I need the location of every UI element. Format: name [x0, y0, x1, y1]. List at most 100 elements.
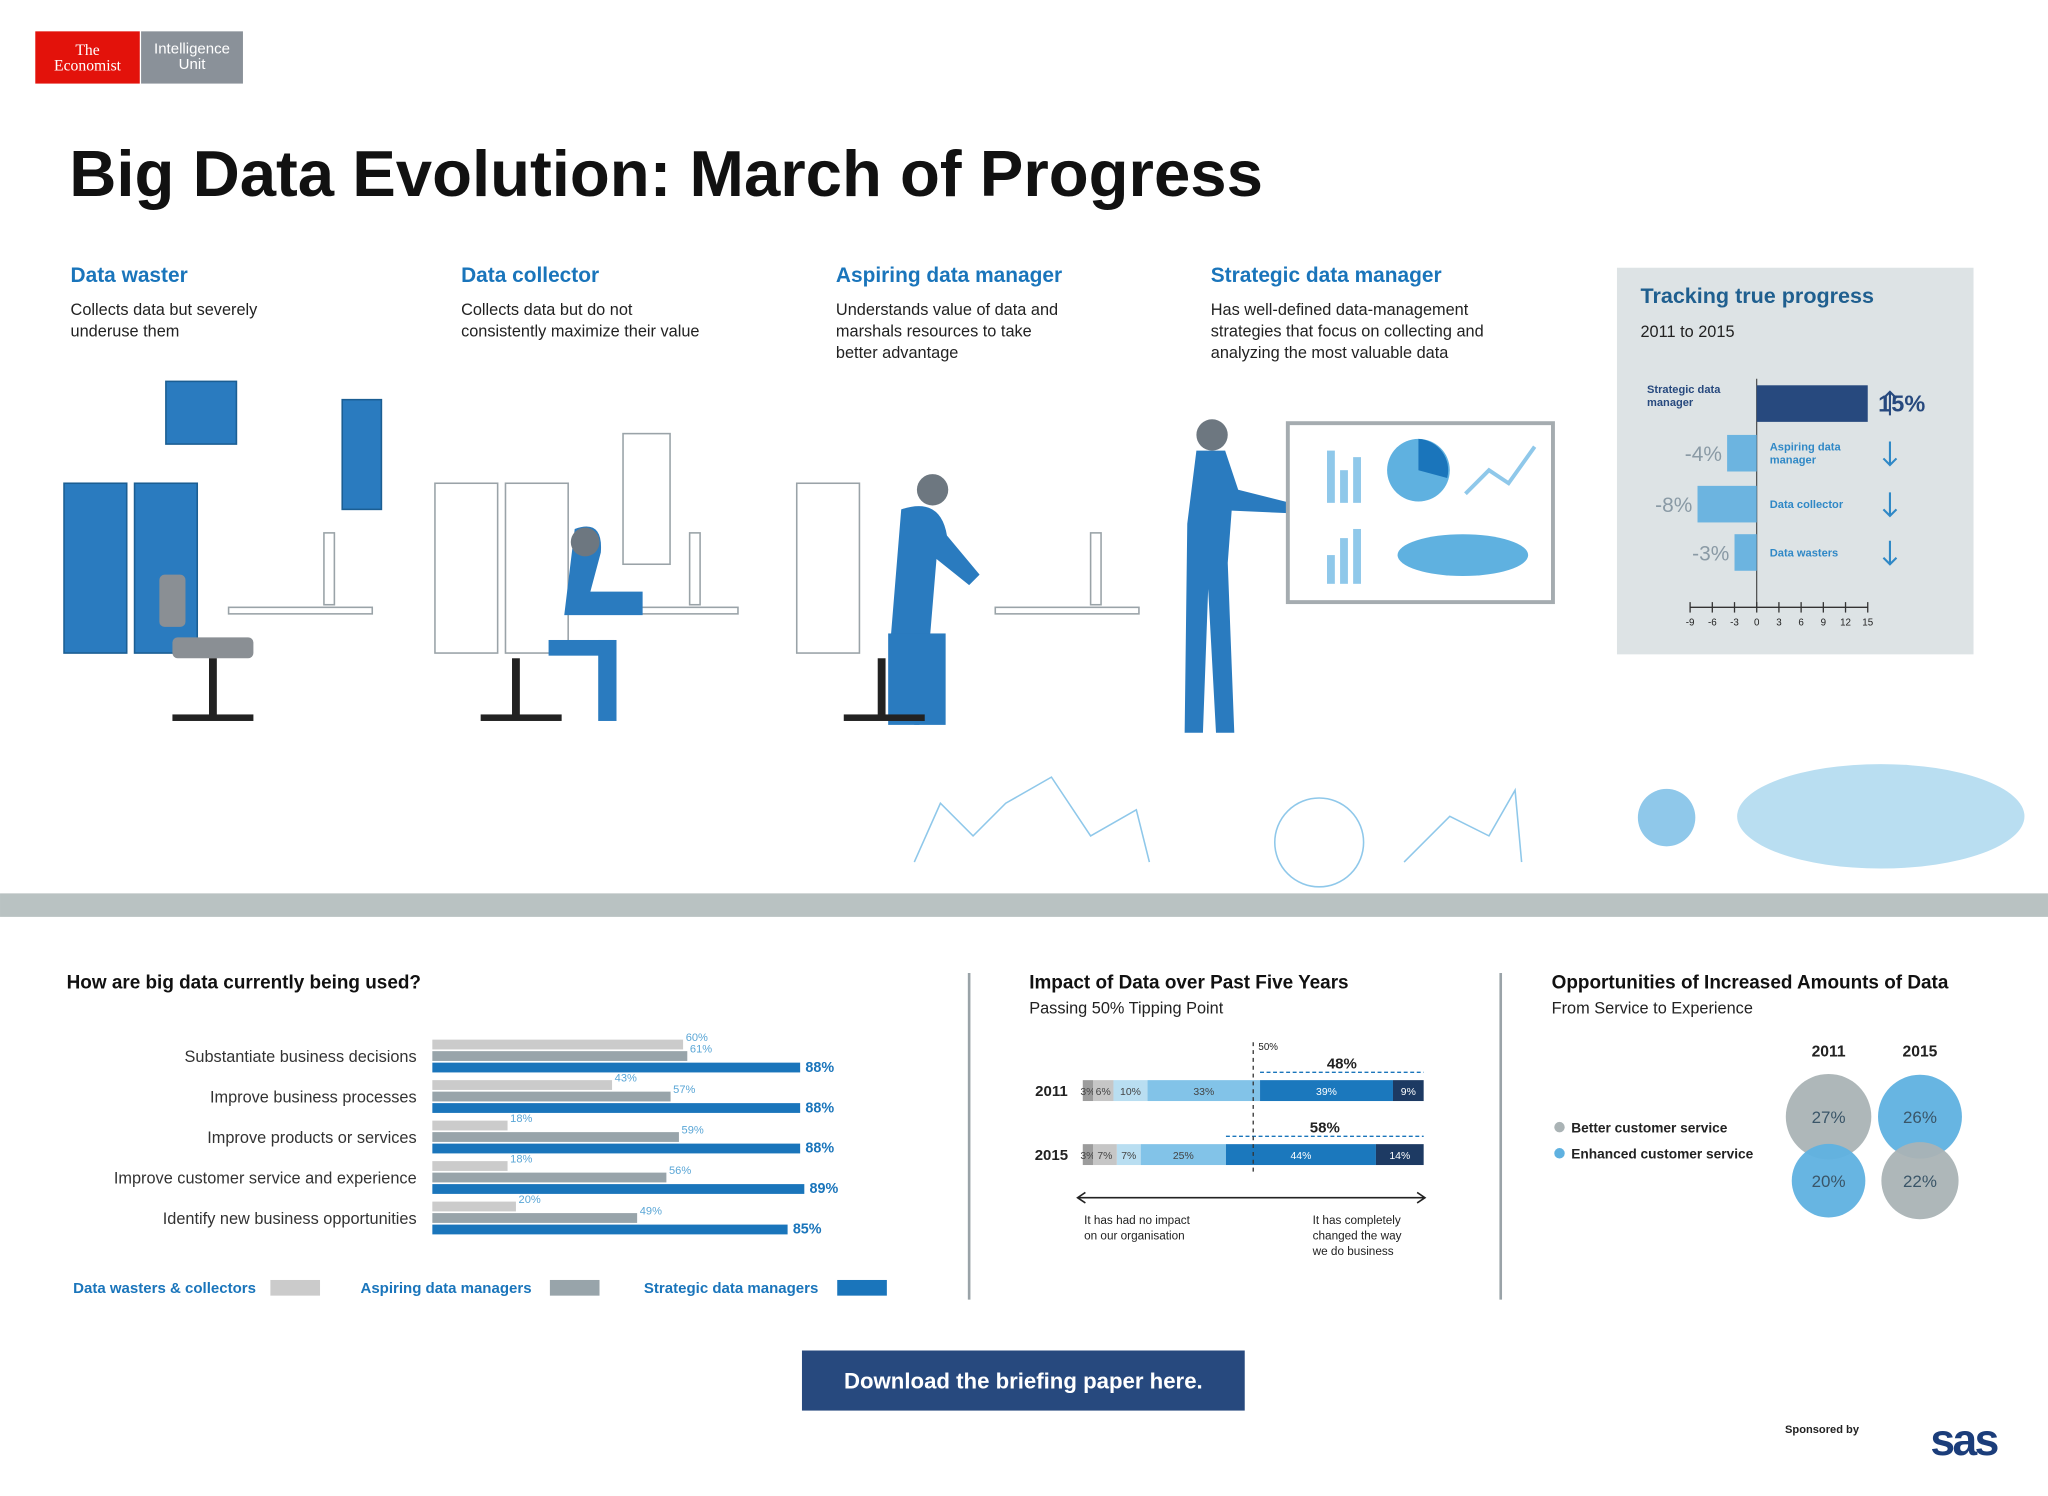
value-label: -3% — [1692, 542, 1729, 565]
bar — [432, 1080, 613, 1090]
axis-arrow — [1076, 1191, 1427, 1204]
bar — [432, 1062, 801, 1073]
bar-category: manager — [1770, 455, 1817, 467]
x-tick-label: -6 — [1708, 618, 1717, 629]
segment-label: 10% — [1120, 1087, 1141, 1098]
bar — [1697, 485, 1757, 523]
category-label: Improve customer service and experience — [114, 1169, 417, 1187]
segment-label: 7% — [1121, 1151, 1136, 1162]
tracking-panel — [1616, 267, 1974, 655]
bubble-label: 27% — [1812, 1108, 1846, 1127]
value-label: 18% — [510, 1113, 532, 1125]
segment-label: 39% — [1316, 1087, 1337, 1098]
legend-dot — [1554, 1148, 1565, 1159]
bar-segment — [1392, 1080, 1424, 1102]
bar-category: Strategic data — [1647, 384, 1721, 396]
x-tick-label: 6 — [1798, 618, 1804, 629]
stage-desc: Has well-defined data-management — [1211, 301, 1469, 319]
bubble — [1785, 1073, 1872, 1160]
trend-arrow — [1882, 492, 1898, 518]
sponsor-label: Sponsored by — [1785, 1424, 1860, 1436]
legend-dot — [1554, 1121, 1565, 1133]
value-label: 56% — [669, 1165, 691, 1177]
bar-segment — [1093, 1144, 1117, 1166]
bar-segment — [1140, 1144, 1226, 1166]
bar — [432, 1184, 805, 1194]
value-label: 60% — [686, 1032, 708, 1044]
bubble — [1878, 1074, 1962, 1159]
x-tick-label: -3 — [1730, 618, 1739, 629]
bar-segment — [1375, 1144, 1424, 1166]
bar — [432, 1039, 684, 1050]
value-label: 20% — [519, 1194, 541, 1206]
stage-desc: Collects data but do not — [461, 301, 633, 319]
chart-subtitle: From Service to Experience — [1552, 1000, 1753, 1018]
chart-subtitle: Passing 50% Tipping Point — [1029, 1000, 1224, 1018]
value-label: -4% — [1685, 443, 1722, 466]
stage-desc: marshals resources to take — [836, 322, 1032, 340]
chart-title: How are big data currently being used? — [67, 973, 421, 994]
logo-brand: The — [75, 42, 99, 59]
segment-label: 7% — [1097, 1151, 1112, 1162]
legend-swatch — [549, 1279, 600, 1296]
bar — [432, 1103, 801, 1113]
bar-segment — [1082, 1080, 1094, 1102]
segment-label: 33% — [1193, 1087, 1214, 1098]
bar — [432, 1201, 516, 1212]
reference-label: 50% — [1258, 1042, 1278, 1053]
stage-name: Data waster — [71, 264, 188, 287]
total-label: 48% — [1327, 1055, 1357, 1072]
bar — [432, 1051, 688, 1061]
chart-title: Tracking true progress — [1640, 283, 1874, 308]
category-label: Improve products or services — [207, 1129, 416, 1147]
stage-desc: analyzing the most valuable data — [1211, 344, 1450, 362]
legend-label: Data wasters & collectors — [73, 1280, 256, 1297]
segment-label: 3% — [1080, 1151, 1095, 1162]
chart-title: Impact of Data over Past Five Years — [1029, 973, 1348, 994]
value-label: 18% — [510, 1153, 532, 1165]
bar — [432, 1132, 679, 1142]
axis-note: It has had no impact — [1084, 1214, 1191, 1227]
x-tick-label: 3 — [1776, 618, 1782, 629]
bar-segment — [1225, 1144, 1376, 1166]
segment-label: 6% — [1096, 1087, 1111, 1098]
x-tick-label: 12 — [1840, 618, 1851, 629]
bar-category: Aspiring data — [1770, 442, 1842, 454]
bar-segment — [1116, 1144, 1141, 1166]
category-label: 2011 — [1035, 1083, 1068, 1100]
bar — [432, 1091, 671, 1102]
bar-segment — [1082, 1144, 1094, 1166]
value-label: 88% — [805, 1100, 834, 1116]
axis-note: on our organisation — [1084, 1229, 1185, 1242]
stage-name: Data collector — [461, 264, 599, 287]
download-button[interactable] — [801, 1350, 1245, 1411]
x-tick-label: 15 — [1862, 618, 1873, 629]
band — [0, 893, 2048, 917]
stage-desc: strategies that focus on collecting and — [1211, 322, 1484, 340]
value-label: 88% — [805, 1141, 834, 1157]
value-label: 15% — [1878, 390, 1925, 416]
bar — [432, 1120, 508, 1131]
bubble — [1791, 1143, 1866, 1218]
value-label: 61% — [690, 1043, 712, 1055]
axis-note: changed the way — [1313, 1229, 1402, 1242]
button-label: Download the briefing paper here. — [844, 1368, 1203, 1393]
stage-desc: Collects data but severely — [71, 301, 259, 319]
trend-arrow — [1882, 390, 1898, 416]
bar — [432, 1213, 638, 1223]
value-label: -8% — [1655, 494, 1692, 517]
sponsor-brand: sas — [1930, 1416, 1997, 1465]
segment-label: 9% — [1401, 1087, 1416, 1098]
logo-brand: Economist — [54, 58, 122, 75]
logo-unit: Unit — [179, 56, 207, 73]
bar — [432, 1143, 801, 1154]
stage-desc: better advantage — [836, 344, 958, 362]
category-label: Improve business processes — [210, 1088, 417, 1106]
column-label: 2015 — [1903, 1044, 1938, 1061]
chart-subtitle: 2011 to 2015 — [1640, 323, 1734, 341]
bubble-label: 22% — [1903, 1172, 1937, 1191]
bar — [1756, 385, 1868, 422]
bubble — [1881, 1142, 1959, 1220]
bar — [1734, 534, 1757, 571]
page-title: Big Data Evolution: March of Progress — [69, 137, 1263, 210]
